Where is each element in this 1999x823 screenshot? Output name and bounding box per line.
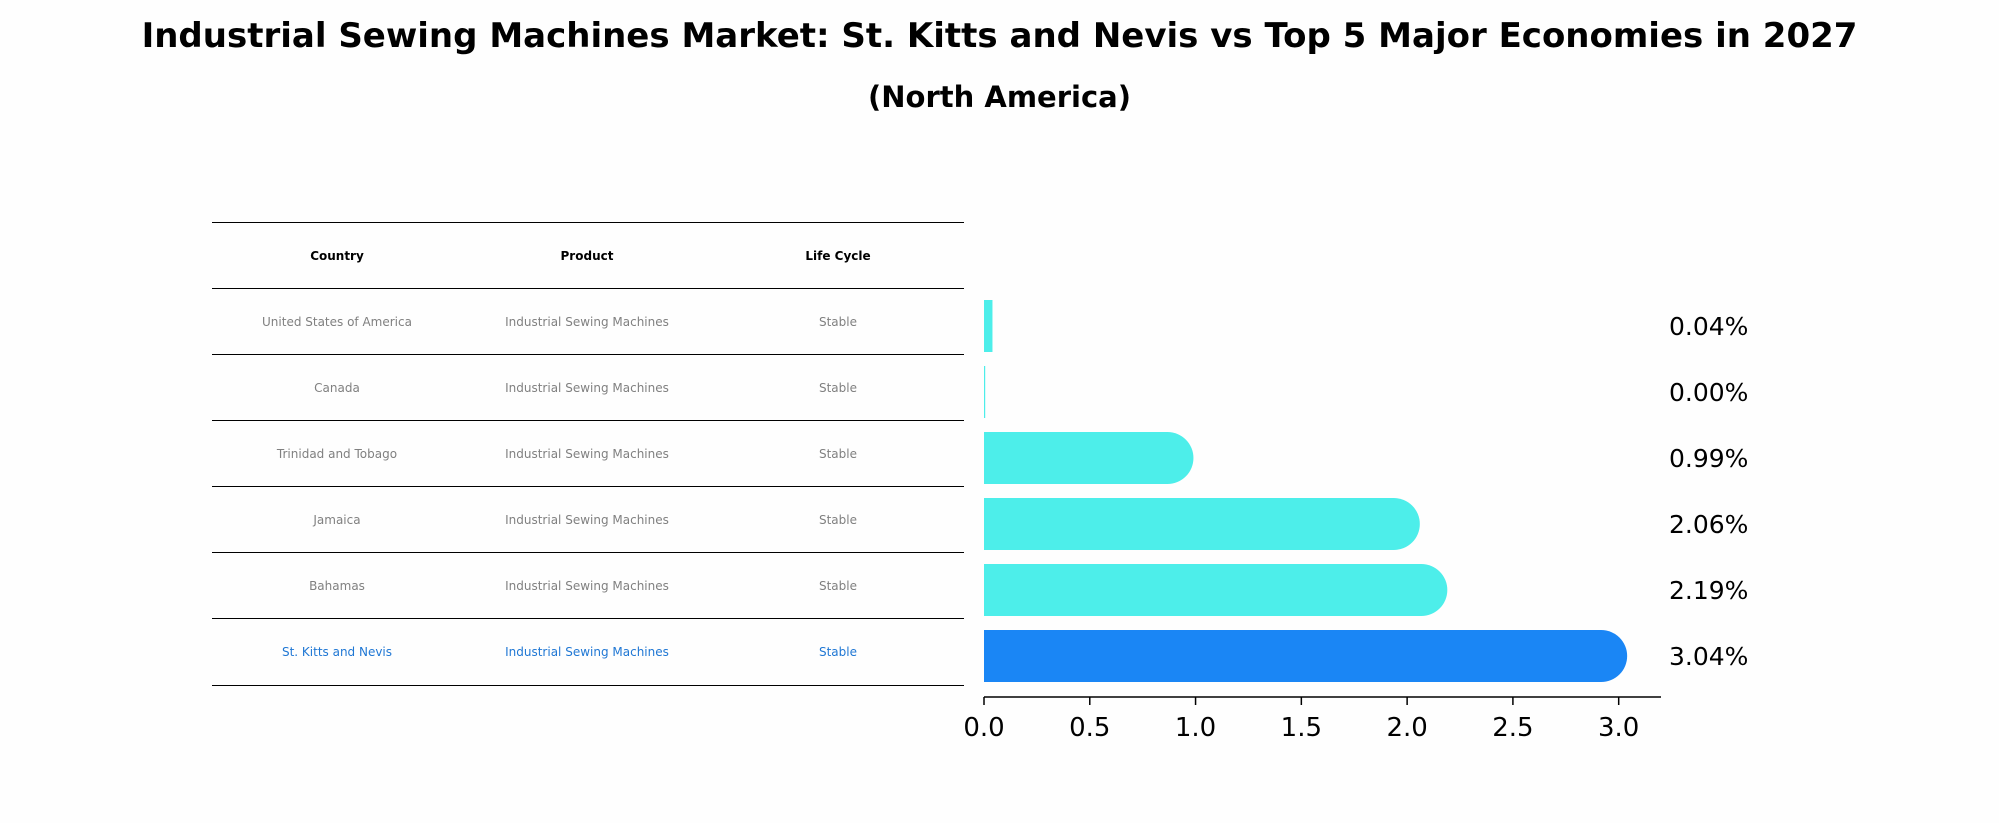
data-label: 0.04% [1669,312,1748,341]
cell-country: Trinidad and Tobago [276,446,398,461]
table-row: Canada Industrial Sewing Machines Stable [212,354,964,420]
data-label: 0.99% [1669,444,1748,473]
cell-country: United States of America [262,314,412,329]
cell-country: Jamaica [313,512,361,527]
cell-product: Industrial Sewing Machines [505,314,669,329]
header-country: Country [310,248,364,263]
cell-country: Bahamas [309,578,365,593]
table-header-row: Country Product Life Cycle [212,222,964,288]
cell-life-cycle: Stable [818,578,857,593]
data-label: 2.19% [1669,576,1748,605]
cell-country: St. Kitts and Nevis [281,645,393,659]
cell-product: Industrial Sewing Machines [505,446,669,461]
cell-product: Industrial Sewing Machines [505,578,669,593]
data-label: 0.00% [1669,378,1748,407]
bar [984,300,993,352]
table-row: Jamaica Industrial Sewing Machines Stabl… [212,486,964,552]
bar [984,498,1420,550]
bar [984,564,1448,616]
header-life-cycle: Life Cycle [805,248,871,263]
cell-product: Industrial Sewing Machines [505,645,669,659]
table-row: United States of America Industrial Sewi… [212,288,964,354]
x-tick-label: 2.0 [1386,713,1427,743]
x-tick-label: 1.5 [1281,713,1322,743]
data-label: 3.04% [1669,642,1748,671]
chart-subtitle: (North America) [868,80,1131,114]
cell-life-cycle: Stable [818,512,857,527]
cell-country: Canada [314,380,360,395]
x-tick-label: 1.0 [1175,713,1216,743]
bar [984,366,986,418]
cell-product: Industrial Sewing Machines [505,380,669,395]
cell-life-cycle: Stable [818,314,857,329]
bar [984,630,1628,682]
x-tick-label: 3.0 [1598,713,1639,743]
data-label: 2.06% [1669,510,1748,539]
cell-life-cycle: Stable [818,645,857,659]
cell-product: Industrial Sewing Machines [505,512,669,527]
table-row: Trinidad and Tobago Industrial Sewing Ma… [212,420,964,486]
table-row-highlighted: St. Kitts and Nevis Industrial Sewing Ma… [212,618,964,686]
cell-life-cycle: Stable [818,446,857,461]
x-tick-label: 2.5 [1492,713,1533,743]
table-row: Bahamas Industrial Sewing Machines Stabl… [212,552,964,618]
chart-title: Industrial Sewing Machines Market: St. K… [141,16,1858,56]
bar [984,432,1194,484]
header-product: Product [560,248,614,263]
x-tick-label: 0.5 [1069,713,1110,743]
x-tick-label: 0.0 [963,713,1004,743]
cell-life-cycle: Stable [818,380,857,395]
country-table: Country Product Life Cycle United States… [212,222,964,686]
